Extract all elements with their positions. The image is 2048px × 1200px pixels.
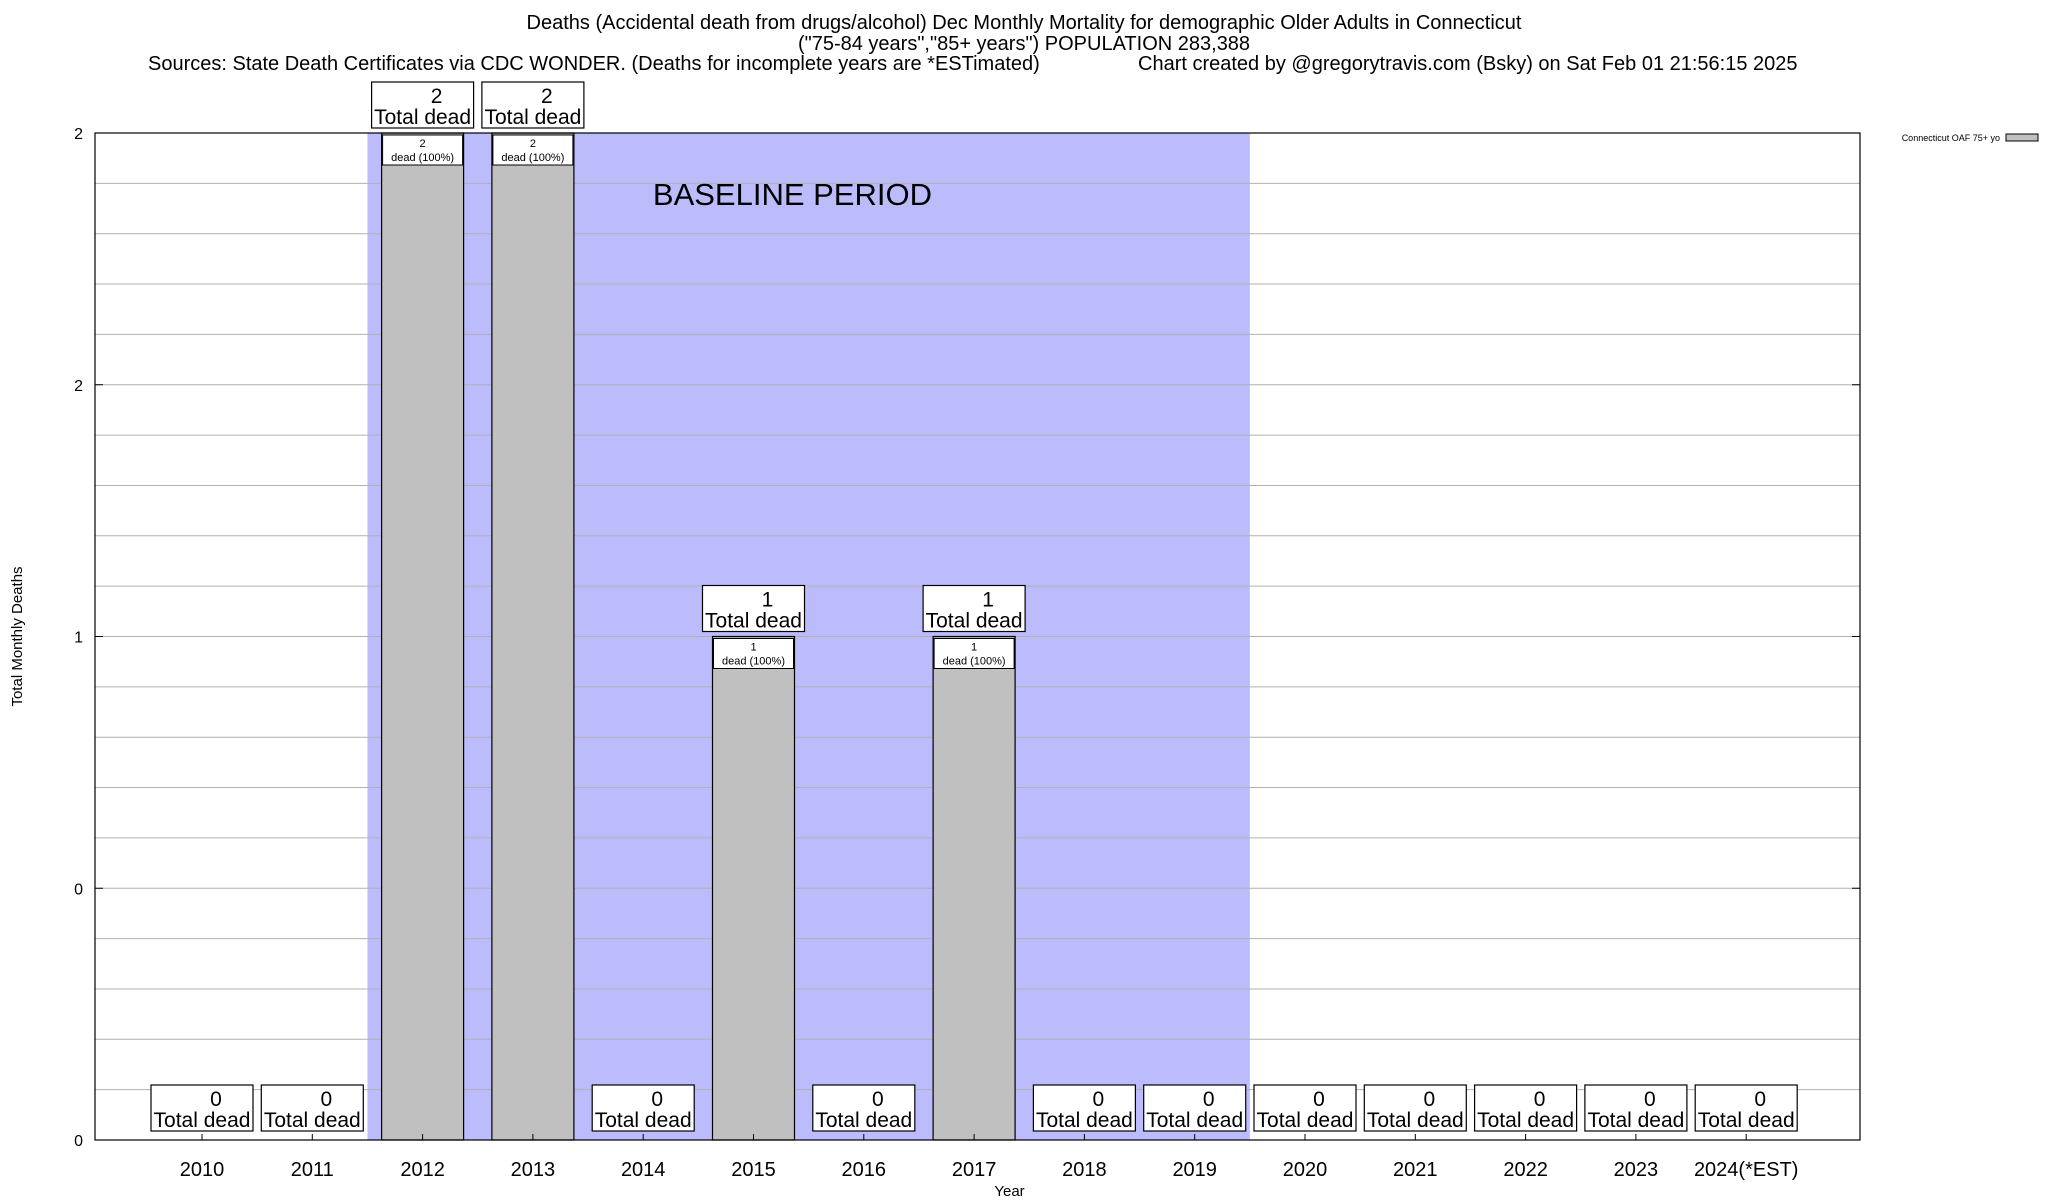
total-label-text: Total dead: [1036, 1109, 1133, 1132]
x-tick-label: 2018: [1062, 1159, 1107, 1181]
total-label-value: 2: [431, 85, 443, 108]
bar: [491, 132, 575, 1141]
x-tick-label: 2013: [511, 1159, 556, 1181]
x-tick-label: 2022: [1503, 1159, 1548, 1181]
total-label-box: [1694, 1084, 1798, 1132]
total-label-value: 0: [1203, 1088, 1215, 1111]
y-tick-label: 2: [74, 378, 83, 395]
x-tick-label: 2017: [952, 1159, 997, 1181]
x-tick-label: 2023: [1614, 1159, 1659, 1181]
total-label-text: Total dead: [1367, 1109, 1464, 1132]
legend-label: Connecticut OAF 75+ yo: [1902, 133, 2000, 143]
bar-label-box: [492, 134, 574, 166]
total-label-value: 1: [762, 589, 774, 612]
total-label-box: [371, 81, 475, 129]
total-label-text: Total dead: [374, 106, 471, 129]
total-label-value: 0: [1313, 1088, 1325, 1111]
total-label-box: [812, 1084, 916, 1132]
credit-note: Chart created by @gregorytravis.com (Bsk…: [1138, 53, 1798, 75]
bar-label-text: dead (100%): [391, 152, 454, 164]
total-label-value: 0: [1644, 1088, 1656, 1111]
total-label-value: 0: [872, 1088, 884, 1111]
total-label-box: [1584, 1084, 1688, 1132]
total-label-text: Total dead: [926, 610, 1023, 633]
x-tick-label: 2019: [1172, 1159, 1217, 1181]
bar-label-value: 1: [750, 642, 756, 654]
total-label-text: Total dead: [705, 610, 802, 633]
total-label-text: Total dead: [1477, 1109, 1574, 1132]
total-label-box: [1143, 1084, 1247, 1132]
bar-label-box: [933, 638, 1015, 669]
bar-label-text: dead (100%): [722, 656, 785, 668]
x-tick-label: 2015: [731, 1159, 776, 1181]
total-label-value: 0: [210, 1088, 222, 1111]
y-tick-label: 0: [74, 881, 83, 898]
total-label-text: Total dead: [815, 1109, 912, 1132]
sources-note: Sources: State Death Certificates via CD…: [148, 53, 1040, 75]
bar-label-box: [713, 638, 794, 669]
total-label-box: [150, 1084, 254, 1132]
total-label-text: Total dead: [1587, 1109, 1684, 1132]
total-label-text: Total dead: [484, 106, 581, 129]
y-axis-label: Total Monthly Deaths: [9, 566, 26, 706]
x-tick-label: 2011: [291, 1159, 334, 1181]
x-tick-label: 2014: [621, 1159, 666, 1181]
total-label-text: Total dead: [154, 1109, 251, 1132]
total-label-value: 0: [320, 1088, 332, 1111]
chart-title: Deaths (Accidental death from drugs/alco…: [526, 12, 1522, 34]
total-label-value: 0: [1534, 1088, 1546, 1111]
total-label-value: 0: [1423, 1088, 1435, 1111]
bar-label-box: [382, 134, 464, 166]
x-axis-label: Year: [994, 1183, 1024, 1200]
bar-label-text: dead (100%): [943, 656, 1006, 668]
y-tick-label: 2: [74, 126, 83, 143]
total-label-value: 1: [982, 589, 994, 612]
total-label-text: Total dead: [1698, 1109, 1795, 1132]
total-label-text: Total dead: [1257, 1109, 1354, 1132]
total-label-box: [591, 1084, 695, 1132]
total-label-value: 0: [1093, 1088, 1105, 1111]
total-label-text: Total dead: [595, 1109, 692, 1132]
legend-swatch: [2005, 133, 2039, 142]
total-label-box: [1032, 1084, 1137, 1132]
y-tick-label: 0: [74, 1133, 83, 1150]
bar: [381, 132, 465, 1141]
x-tick-label: 2010: [180, 1159, 225, 1181]
total-label-box: [481, 81, 585, 129]
x-tick-label: 2021: [1393, 1159, 1438, 1181]
baseline-label: BASELINE PERIOD: [653, 177, 932, 212]
total-label-box: [922, 584, 1026, 633]
total-label-value: 0: [651, 1088, 663, 1111]
total-label-value: 0: [1754, 1088, 1766, 1111]
bar: [711, 635, 796, 1141]
bar-label-value: 1: [971, 642, 977, 654]
total-label-value: 2: [541, 85, 553, 108]
total-label-box: [1363, 1084, 1467, 1132]
chart-subtitle: ("75-84 years","85+ years") POPULATION 2…: [797, 33, 1251, 55]
y-tick-label: 1: [74, 630, 83, 647]
bar-label-text: dead (100%): [501, 152, 564, 164]
total-label-box: [1473, 1084, 1578, 1132]
bar-label-value: 2: [530, 138, 536, 150]
total-label-box: [701, 584, 806, 633]
total-label-box: [1253, 1084, 1357, 1132]
total-label-text: Total dead: [1146, 1109, 1243, 1132]
x-tick-label: 2016: [842, 1159, 887, 1181]
total-label-box: [260, 1084, 364, 1132]
x-tick-label: 2012: [400, 1159, 445, 1181]
bar: [932, 635, 1016, 1141]
x-tick-label: 2024(*EST): [1694, 1159, 1799, 1181]
total-label-text: Total dead: [264, 1109, 361, 1132]
x-tick-label: 2020: [1283, 1159, 1328, 1181]
bar-label-value: 2: [420, 138, 426, 150]
